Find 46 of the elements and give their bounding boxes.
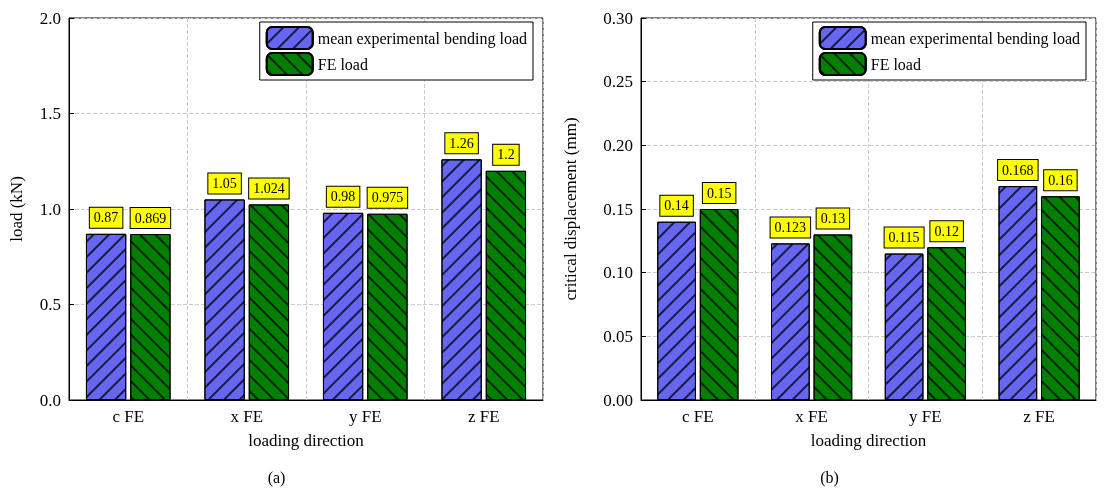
data-label: 0.115 (888, 230, 920, 246)
y-tick-label: 1.0 (39, 199, 61, 219)
data-label: 0.13 (820, 210, 846, 226)
y-tick-label: 0.0 (39, 390, 61, 410)
y-axis-title: load (kN) (7, 176, 26, 242)
legend-label: FE load (870, 55, 921, 73)
data-label: 1.2 (497, 147, 515, 163)
data-label: 0.87 (93, 210, 119, 226)
y-tick-label: 0.25 (603, 72, 633, 92)
x-axis-title: loading direction (810, 431, 927, 450)
x-axis-title: loading direction (248, 431, 365, 450)
x-tick-label: x FE (230, 407, 264, 426)
data-label: 0.16 (1048, 172, 1073, 188)
y-axis-title: critical displacement (mm) (561, 117, 580, 301)
data-label: 0.14 (664, 198, 689, 214)
text: (b) (820, 468, 839, 487)
legend-label: mean experimental bending load (870, 29, 1081, 48)
data-label: 0.869 (134, 210, 167, 226)
data-label: 1.024 (253, 180, 285, 196)
x-tick-label: c FE (112, 407, 145, 426)
y-tick-label: 0.05 (603, 326, 633, 346)
legend-label: mean experimental bending load (317, 29, 528, 48)
y-tick-label: 0.5 (39, 295, 61, 314)
x-tick-label: y FE (348, 407, 382, 426)
x-tick-label: y FE (909, 407, 942, 426)
data-label: 0.98 (330, 189, 356, 205)
data-label: 0.975 (371, 190, 404, 206)
legend-label: FE load (317, 55, 368, 73)
data-label: 0.168 (1002, 162, 1034, 178)
x-tick-label: c FE (682, 407, 714, 426)
data-label: 0.15 (706, 185, 732, 201)
x-tick-label: z FE (1023, 407, 1055, 426)
y-tick-label: 0.20 (603, 135, 633, 155)
y-tick-label: 0.00 (603, 390, 633, 410)
x-tick-label: x FE (795, 407, 828, 426)
text: (a) (267, 468, 286, 487)
data-label: 1.26 (449, 135, 474, 151)
y-tick-label: 0.30 (603, 8, 633, 28)
x-tick-label: z FE (467, 407, 500, 426)
y-tick-label: 0.10 (603, 263, 633, 283)
y-tick-label: 2.0 (39, 8, 61, 28)
data-label: 0.12 (934, 223, 959, 239)
data-label: 0.123 (774, 219, 807, 235)
y-tick-label: 1.5 (39, 104, 61, 123)
data-label: 1.05 (212, 175, 237, 191)
y-tick-label: 0.15 (603, 199, 633, 219)
